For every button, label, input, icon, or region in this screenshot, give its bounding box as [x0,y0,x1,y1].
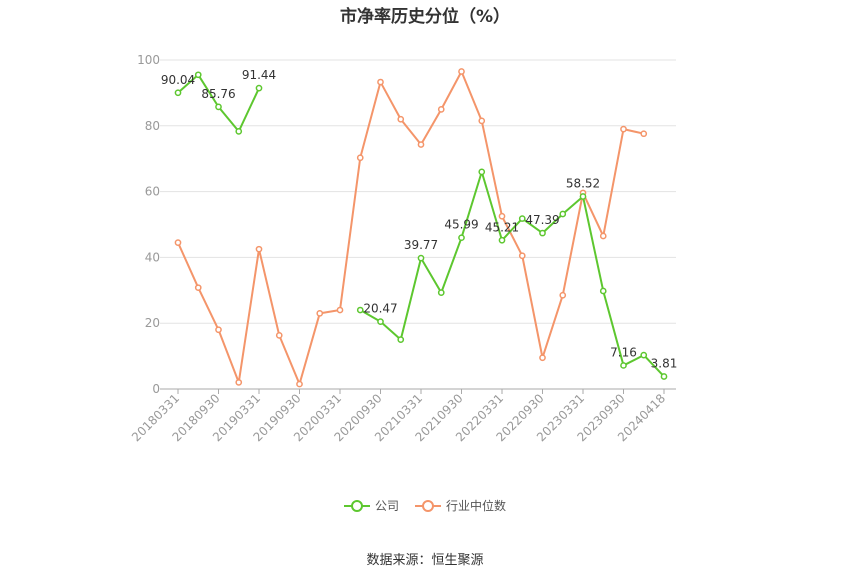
data-point[interactable] [539,229,546,237]
data-point[interactable] [458,68,465,75]
data-point[interactable] [478,117,486,125]
data-point[interactable] [255,245,263,253]
series-line [359,170,665,378]
data-point[interactable] [215,103,222,111]
data-label: 39.77 [404,238,438,252]
data-point[interactable] [417,254,425,262]
data-point[interactable] [498,236,506,244]
data-point[interactable] [458,234,465,242]
data-point[interactable] [620,125,627,133]
y-tick-label: 0 [152,382,160,396]
data-point[interactable] [640,351,648,359]
legend: 公司 行业中位数 [0,497,850,514]
data-point[interactable] [194,71,202,79]
data-label: 91.44 [242,68,276,82]
data-point[interactable] [620,362,627,369]
data-point[interactable] [437,106,445,113]
legend-label-industry-median: 行业中位数 [446,499,507,513]
legend-item-industry-median[interactable]: 行业中位数 [415,497,506,514]
data-label: 58.52 [566,176,600,190]
data-point[interactable] [235,128,243,135]
source-note: 数据来源：恒生聚源 [366,553,484,568]
legend-label-company: 公司 [374,499,399,513]
data-point[interactable] [356,306,364,314]
data-point[interactable] [377,318,384,326]
data-point[interactable] [174,239,182,246]
data-point[interactable] [437,289,445,296]
data-point[interactable] [518,215,526,222]
data-label: 90.04 [161,73,195,87]
data-label: 3.81 [651,356,678,370]
data-point[interactable] [518,252,526,260]
data-point[interactable] [478,168,486,176]
legend-company-marker [343,499,370,512]
data-label: 47.39 [525,213,559,227]
data-point[interactable] [215,326,222,334]
chart-title: 市净率历史分位（%） [339,7,511,27]
y-tick-label: 80 [145,119,160,133]
data-label: 45.99 [444,218,478,232]
legend-item-company[interactable]: 公司 [343,497,399,514]
y-tick-label: 40 [145,250,160,264]
data-labels: 90.04 85.76 91.44 20.47 39.77 45.99 45.21 47.39… [161,68,678,370]
data-point[interactable] [255,84,263,92]
y-tick-label: 100 [137,53,160,67]
data-point[interactable] [336,306,344,314]
series-line [177,70,644,386]
legend-industry-median-marker [415,499,441,512]
data-label: 7.16 [610,345,637,359]
data-point[interactable] [579,193,587,200]
data-point[interactable] [296,380,303,388]
data-point[interactable] [599,287,607,295]
data-point[interactable] [559,210,567,218]
data-point[interactable] [356,154,364,162]
series-industry-median [174,68,648,388]
data-point[interactable] [660,373,668,380]
data-point[interactable] [417,141,425,148]
data-point[interactable] [397,115,405,123]
data-point[interactable] [316,309,324,317]
series-company [174,71,668,380]
data-point[interactable] [498,212,506,220]
data-point[interactable] [559,291,567,299]
y-tick-label: 60 [145,185,160,199]
data-point[interactable] [539,354,546,362]
data-point[interactable] [640,130,648,138]
data-point[interactable] [377,78,384,86]
data-label: 85.76 [201,87,235,101]
data-point[interactable] [194,284,202,292]
series [174,68,668,388]
data-point[interactable] [275,332,283,339]
data-point[interactable] [599,232,607,240]
y-tick-label: 20 [145,316,160,330]
data-point[interactable] [174,89,182,97]
data-label: 45.21 [485,220,519,234]
data-point[interactable] [235,379,243,386]
data-label: 20.47 [363,302,397,316]
data-point[interactable] [397,336,405,343]
